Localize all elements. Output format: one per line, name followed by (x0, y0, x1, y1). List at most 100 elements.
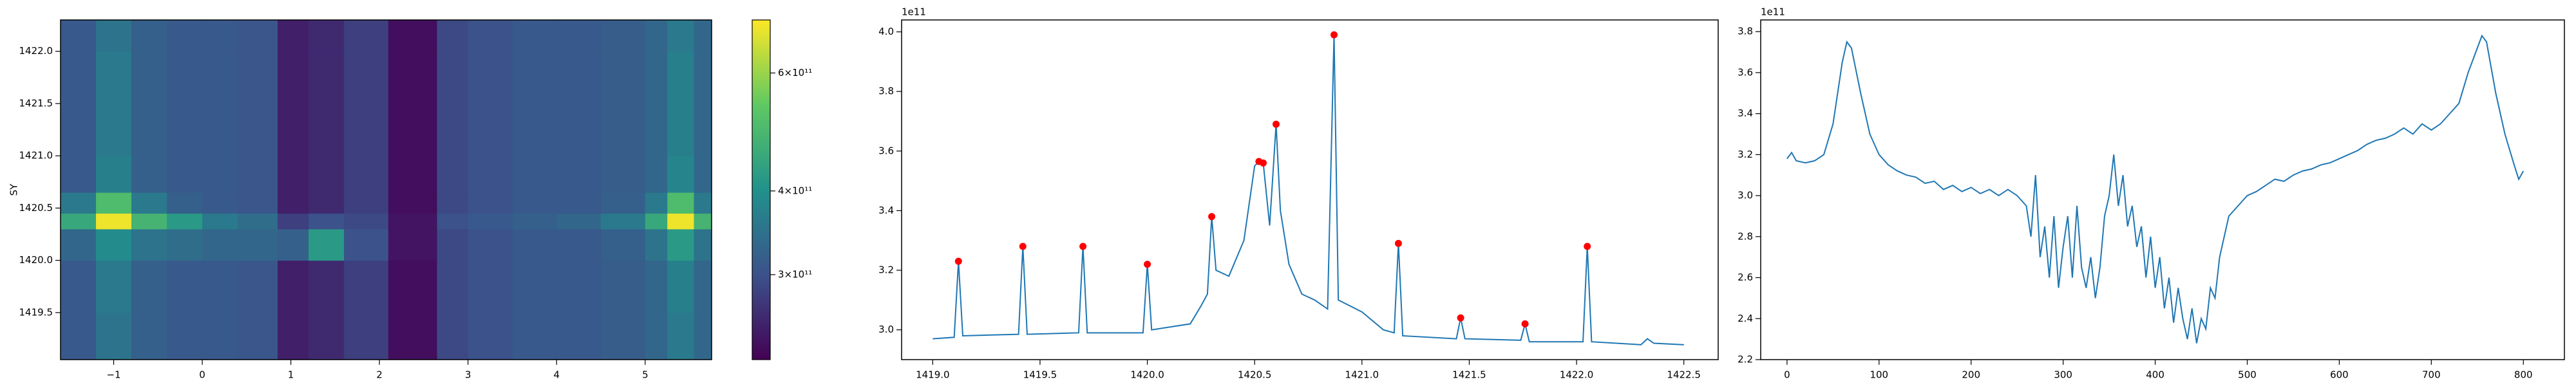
heatmap-cell (645, 213, 668, 230)
x-tick-label: 300 (2054, 369, 2072, 381)
heatmap-cell (278, 20, 309, 52)
y-tick-label: 3.8 (1738, 26, 1753, 37)
y-tick-label: 3.4 (878, 205, 894, 216)
heatmap-cell (437, 260, 469, 313)
heatmap-cell (131, 156, 167, 193)
heatmap-cell (468, 103, 513, 156)
x-tick-label: 2 (376, 369, 383, 381)
y-tick-label: 3.6 (1738, 66, 1753, 78)
y-tick-label: 1420.0 (19, 254, 53, 266)
heatmap-cell (202, 103, 238, 156)
heatmap-cell (556, 156, 601, 193)
heatmap-cell (645, 156, 668, 193)
heatmap-cell (667, 51, 694, 104)
x-tick-label: 3 (465, 369, 471, 381)
x-tick-label: 700 (2422, 369, 2441, 381)
axes-frame (901, 19, 1719, 360)
y-tick-label: 3.8 (878, 86, 894, 97)
heatmap-cell (238, 312, 278, 360)
heatmap-cell (437, 51, 469, 104)
heatmap-cell (556, 312, 601, 360)
heatmap-cell (601, 103, 646, 156)
heatmap-cell (202, 260, 238, 313)
heatmap-cell (694, 260, 712, 313)
axes-frame (1760, 19, 2565, 360)
heatmap-cell (388, 260, 438, 313)
heatmap-cell (437, 312, 469, 360)
heatmap-cell (645, 312, 668, 360)
heatmap-cell (167, 192, 203, 214)
x-tick-label: 1421.0 (1345, 369, 1379, 381)
y-tick-label: 2.6 (1738, 271, 1753, 283)
heatmap-cell (131, 192, 167, 214)
heatmap-cell (645, 103, 668, 156)
peak-marker (1079, 243, 1087, 250)
heatmap-cell (202, 20, 238, 52)
y-tick-label: 1421.5 (19, 97, 53, 109)
heatmap-cell (96, 192, 132, 214)
x-tick-label: 100 (1870, 369, 1888, 381)
heatmap-cell (512, 260, 557, 313)
heatmap-cell (468, 20, 513, 52)
peak-marker (1208, 213, 1216, 221)
heatmap-cell (388, 228, 438, 261)
heatmap-cell (694, 51, 712, 104)
heatmap-cell (167, 312, 203, 360)
heatmap-cell (667, 260, 694, 313)
heatmap-cell (512, 228, 557, 261)
x-tick-label: 500 (2238, 369, 2257, 381)
heatmap-cell (308, 20, 345, 52)
heatmap-cell (61, 20, 97, 52)
heatmap-cell (601, 260, 646, 313)
peak-marker (954, 257, 962, 265)
heatmap-cell (556, 103, 601, 156)
heatmap-cell (238, 20, 278, 52)
heatmap-cell (61, 213, 97, 230)
heatmap-cell (468, 156, 513, 193)
heatmap-cell (344, 192, 389, 214)
heatmap-cell (278, 156, 309, 193)
heatmap-cell (308, 228, 345, 261)
heatmap-cell (131, 228, 167, 261)
x-tick-label: 4 (554, 369, 560, 381)
heatmap-cell (238, 156, 278, 193)
heatmap-cell (131, 260, 167, 313)
heatmap-cell (238, 213, 278, 230)
heatmap-cell (344, 312, 389, 360)
heatmap-cell (694, 156, 712, 193)
heatmap-cell (512, 103, 557, 156)
heatmap-cell (202, 192, 238, 214)
heatmap-cell (667, 20, 694, 52)
heatmap-cell (556, 192, 601, 214)
heatmap-cell (308, 103, 345, 156)
heatmap-cell (468, 192, 513, 214)
heatmap-cell (344, 51, 389, 104)
heatmap-cell (278, 213, 309, 230)
heatmap-cell (645, 260, 668, 313)
y-tick-label: 1421.0 (19, 150, 53, 161)
heatmap-cell (468, 228, 513, 261)
y-tick-label: 3.0 (878, 324, 894, 335)
heatmap-cell (388, 156, 438, 193)
heatmap-cell (61, 228, 97, 261)
peak-marker (1144, 261, 1151, 268)
x-tick-label: 0 (199, 369, 205, 381)
heatmap-cell (437, 156, 469, 193)
heatmap-cell (468, 213, 513, 230)
y-tick-label: 2.4 (1738, 313, 1753, 324)
heatmap-cell (388, 51, 438, 104)
heatmap-cell (556, 228, 601, 261)
heatmap-cell (238, 228, 278, 261)
heatmap-cell (167, 213, 203, 230)
heatmap-cell (131, 20, 167, 52)
heatmap-cell (694, 103, 712, 156)
heatmap-cell (278, 51, 309, 104)
heatmap-cell (556, 20, 601, 52)
heatmap-cell (167, 20, 203, 52)
heatmap-cell (694, 312, 712, 360)
heatmap-cell (667, 103, 694, 156)
heatmap-cell (308, 51, 345, 104)
heatmap-cell (645, 192, 668, 214)
heatmap-cell (556, 51, 601, 104)
